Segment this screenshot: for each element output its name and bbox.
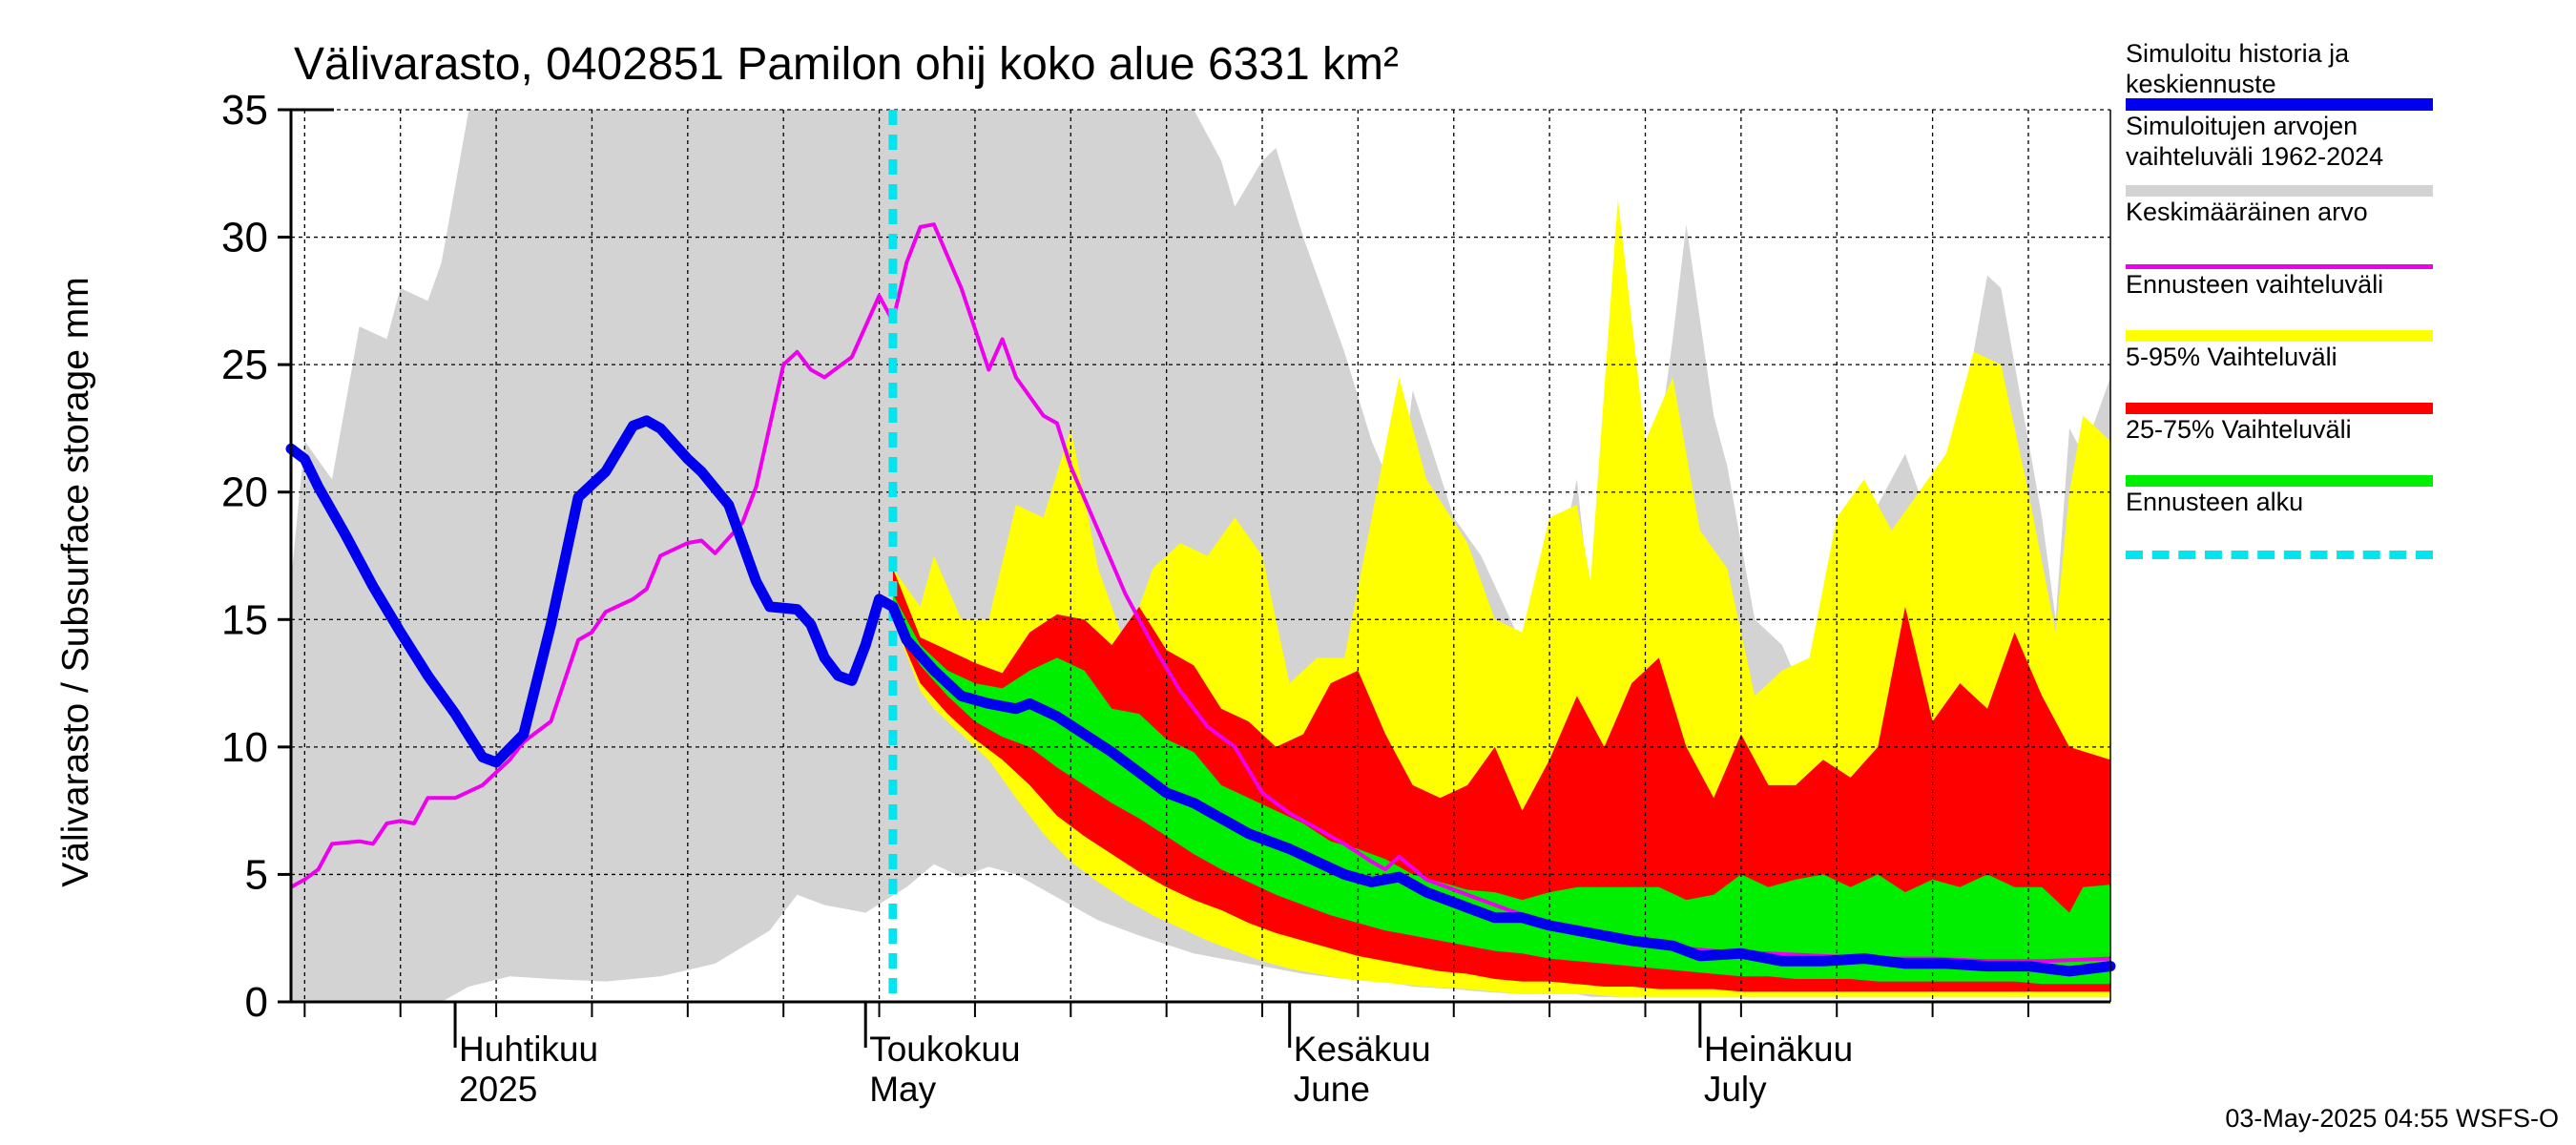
band-25-75-vaihteluv-li (892, 593, 2110, 985)
legend-swatch-5 (2126, 475, 2433, 487)
legend-item-0: Simuloitu historia ja keskiennuste (2126, 38, 2545, 111)
legend-swatch-6 (2126, 551, 2433, 559)
lines-layer (285, 110, 2116, 1002)
legend-label-3: Ennusteen vaihteluväli (2126, 270, 2384, 299)
month-label-en-kes-kuu: June (1294, 1070, 1370, 1109)
month-label-fi-hein-kuu: Heinäkuu (1704, 1030, 1853, 1069)
legend-item-4: 5-95% Vaihteluväli (2126, 342, 2545, 414)
legend-item-3: Ennusteen vaihteluväli (2126, 269, 2545, 342)
y-tick-label-25: 25 (221, 342, 268, 388)
y-tick-label-20: 20 (221, 469, 268, 516)
legend-label-6: Ennusteen alku (2126, 488, 2304, 516)
legend-swatch-0 (2126, 98, 2433, 111)
legend-item-1: Simuloitujen arvojen vaihteluväli 1962-2… (2126, 111, 2545, 197)
y-tick-label-30: 30 (221, 215, 268, 261)
legend-swatch-2 (2126, 264, 2433, 269)
month-label-en-huhtikuu: 2025 (459, 1070, 537, 1109)
y-tick-label-0: 0 (245, 979, 268, 1026)
chart-title: Välivarasto, 0402851 Pamilon ohij koko a… (294, 39, 1399, 90)
month-label-fi-toukokuu: Toukokuu (869, 1030, 1020, 1069)
legend-item-5: 25-75% Vaihteluväli (2126, 414, 2545, 487)
legend-label-1: Simuloitujen arvojen vaihteluväli 1962-2… (2126, 112, 2384, 171)
legend-label-4: 5-95% Vaihteluväli (2126, 343, 2337, 371)
y-tick-label-15: 15 (221, 596, 268, 643)
timestamp-footer: 03-May-2025 04:55 WSFS-O (2225, 1104, 2559, 1133)
legend-swatch-4 (2126, 403, 2433, 414)
legend-label-0: Simuloitu historia ja keskiennuste (2126, 39, 2350, 98)
month-label-en-toukokuu: May (869, 1070, 936, 1109)
month-label-fi-kes-kuu: Kesäkuu (1294, 1030, 1431, 1069)
grid-layer (291, 109, 2110, 1002)
legend-label-5: 25-75% Vaihteluväli (2126, 415, 2352, 444)
y-tick-label-35: 35 (221, 87, 268, 134)
month-label-fi-huhtikuu: Huhtikuu (459, 1030, 598, 1069)
legend-swatch-1 (2126, 185, 2433, 197)
series-history-line (285, 415, 2116, 977)
bands-layer (291, 110, 2110, 1002)
legend-item-2: Keskimääräinen arvo (2126, 197, 2545, 269)
y-tick-label-10: 10 (221, 724, 268, 771)
series-average-line (290, 222, 2111, 964)
legend-item-6: Ennusteen alku (2126, 487, 2545, 559)
legend-swatch-3 (2126, 330, 2433, 342)
legend-label-2: Keskimääräinen arvo (2126, 198, 2368, 226)
y-tick-label-5: 5 (245, 851, 268, 898)
legend: Simuloitu historia ja keskiennuste Simulo… (2126, 38, 2545, 559)
month-label-en-hein-kuu: July (1704, 1070, 1767, 1109)
axes-layer: 05101520253035Huhtikuu2025ToukokuuMayKes… (221, 87, 2111, 1109)
y-axis-label: Välivarasto / Subsurface storage mm (55, 277, 96, 886)
